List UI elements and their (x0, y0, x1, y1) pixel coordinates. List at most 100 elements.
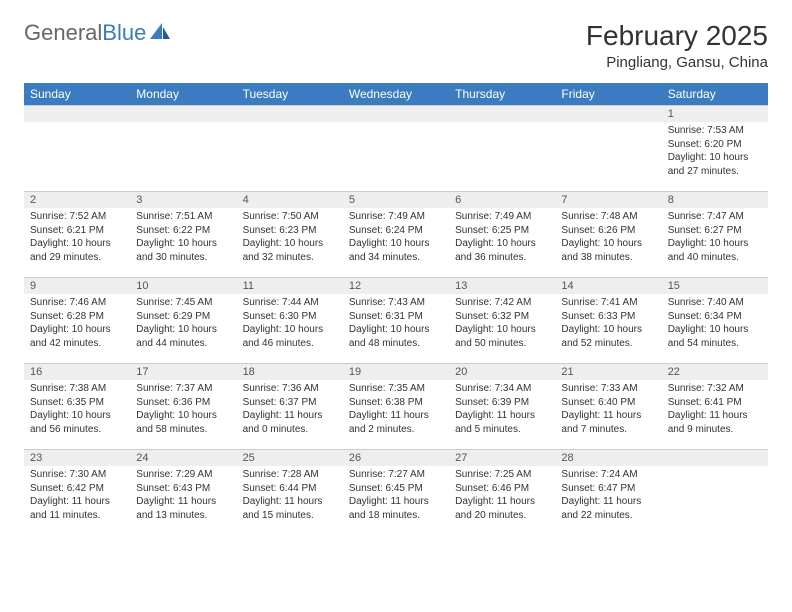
day-details: Sunrise: 7:29 AM Sunset: 6:43 PM Dayligh… (130, 466, 236, 526)
calendar-cell: 18Sunrise: 7:36 AM Sunset: 6:37 PM Dayli… (237, 364, 343, 450)
day-details: Sunrise: 7:47 AM Sunset: 6:27 PM Dayligh… (662, 208, 768, 268)
day-number: 7 (555, 192, 661, 208)
calendar-cell (24, 106, 130, 192)
calendar-table: Sunday Monday Tuesday Wednesday Thursday… (24, 83, 768, 536)
calendar-cell (343, 106, 449, 192)
day-details: Sunrise: 7:51 AM Sunset: 6:22 PM Dayligh… (130, 208, 236, 268)
day-number: 11 (237, 278, 343, 294)
weekday-header: Saturday (662, 83, 768, 106)
calendar-cell: 22Sunrise: 7:32 AM Sunset: 6:41 PM Dayli… (662, 364, 768, 450)
logo-sail-icon (148, 21, 172, 46)
calendar-cell (130, 106, 236, 192)
day-details: Sunrise: 7:28 AM Sunset: 6:44 PM Dayligh… (237, 466, 343, 526)
calendar-body: 1Sunrise: 7:53 AM Sunset: 6:20 PM Daylig… (24, 106, 768, 536)
calendar-row: 1Sunrise: 7:53 AM Sunset: 6:20 PM Daylig… (24, 106, 768, 192)
day-details: Sunrise: 7:49 AM Sunset: 6:24 PM Dayligh… (343, 208, 449, 268)
day-number: 10 (130, 278, 236, 294)
day-details: Sunrise: 7:46 AM Sunset: 6:28 PM Dayligh… (24, 294, 130, 354)
title-block: February 2025 Pingliang, Gansu, China (586, 20, 768, 71)
day-number: 8 (662, 192, 768, 208)
weekday-header: Sunday (24, 83, 130, 106)
day-number: 4 (237, 192, 343, 208)
weekday-header: Friday (555, 83, 661, 106)
day-number: 6 (449, 192, 555, 208)
day-number: 18 (237, 364, 343, 380)
location-text: Pingliang, Gansu, China (586, 54, 768, 71)
weekday-header: Thursday (449, 83, 555, 106)
calendar-cell: 21Sunrise: 7:33 AM Sunset: 6:40 PM Dayli… (555, 364, 661, 450)
day-number-empty (555, 106, 661, 122)
logo-text: GeneralBlue (24, 20, 146, 46)
logo: GeneralBlue (24, 20, 172, 46)
calendar-cell: 27Sunrise: 7:25 AM Sunset: 6:46 PM Dayli… (449, 450, 555, 536)
calendar-cell: 28Sunrise: 7:24 AM Sunset: 6:47 PM Dayli… (555, 450, 661, 536)
calendar-cell: 15Sunrise: 7:40 AM Sunset: 6:34 PM Dayli… (662, 278, 768, 364)
page-header: GeneralBlue February 2025 Pingliang, Gan… (24, 20, 768, 71)
day-details: Sunrise: 7:48 AM Sunset: 6:26 PM Dayligh… (555, 208, 661, 268)
calendar-cell: 9Sunrise: 7:46 AM Sunset: 6:28 PM Daylig… (24, 278, 130, 364)
day-details: Sunrise: 7:34 AM Sunset: 6:39 PM Dayligh… (449, 380, 555, 440)
calendar-cell: 5Sunrise: 7:49 AM Sunset: 6:24 PM Daylig… (343, 192, 449, 278)
calendar-row: 2Sunrise: 7:52 AM Sunset: 6:21 PM Daylig… (24, 192, 768, 278)
day-number: 1 (662, 106, 768, 122)
day-number: 13 (449, 278, 555, 294)
day-number: 21 (555, 364, 661, 380)
day-details: Sunrise: 7:40 AM Sunset: 6:34 PM Dayligh… (662, 294, 768, 354)
calendar-cell: 25Sunrise: 7:28 AM Sunset: 6:44 PM Dayli… (237, 450, 343, 536)
calendar-row: 16Sunrise: 7:38 AM Sunset: 6:35 PM Dayli… (24, 364, 768, 450)
calendar-cell: 20Sunrise: 7:34 AM Sunset: 6:39 PM Dayli… (449, 364, 555, 450)
day-number: 12 (343, 278, 449, 294)
calendar-cell: 1Sunrise: 7:53 AM Sunset: 6:20 PM Daylig… (662, 106, 768, 192)
calendar-cell: 19Sunrise: 7:35 AM Sunset: 6:38 PM Dayli… (343, 364, 449, 450)
calendar-cell: 17Sunrise: 7:37 AM Sunset: 6:36 PM Dayli… (130, 364, 236, 450)
day-number: 20 (449, 364, 555, 380)
day-number: 25 (237, 450, 343, 466)
day-number: 17 (130, 364, 236, 380)
weekday-header: Monday (130, 83, 236, 106)
day-number-empty (449, 106, 555, 122)
day-details: Sunrise: 7:38 AM Sunset: 6:35 PM Dayligh… (24, 380, 130, 440)
day-number-empty (237, 106, 343, 122)
weekday-header-row: Sunday Monday Tuesday Wednesday Thursday… (24, 83, 768, 106)
day-details: Sunrise: 7:44 AM Sunset: 6:30 PM Dayligh… (237, 294, 343, 354)
calendar-cell: 8Sunrise: 7:47 AM Sunset: 6:27 PM Daylig… (662, 192, 768, 278)
calendar-cell: 6Sunrise: 7:49 AM Sunset: 6:25 PM Daylig… (449, 192, 555, 278)
day-details: Sunrise: 7:49 AM Sunset: 6:25 PM Dayligh… (449, 208, 555, 268)
calendar-cell: 16Sunrise: 7:38 AM Sunset: 6:35 PM Dayli… (24, 364, 130, 450)
day-number-empty (130, 106, 236, 122)
calendar-cell (449, 106, 555, 192)
calendar-cell: 14Sunrise: 7:41 AM Sunset: 6:33 PM Dayli… (555, 278, 661, 364)
day-number: 2 (24, 192, 130, 208)
calendar-cell: 2Sunrise: 7:52 AM Sunset: 6:21 PM Daylig… (24, 192, 130, 278)
day-number-empty (662, 450, 768, 466)
calendar-page: GeneralBlue February 2025 Pingliang, Gan… (0, 0, 792, 556)
calendar-cell (662, 450, 768, 536)
day-number-empty (24, 106, 130, 122)
day-details: Sunrise: 7:27 AM Sunset: 6:45 PM Dayligh… (343, 466, 449, 526)
day-details: Sunrise: 7:35 AM Sunset: 6:38 PM Dayligh… (343, 380, 449, 440)
day-number-empty (343, 106, 449, 122)
day-details: Sunrise: 7:43 AM Sunset: 6:31 PM Dayligh… (343, 294, 449, 354)
day-details: Sunrise: 7:36 AM Sunset: 6:37 PM Dayligh… (237, 380, 343, 440)
calendar-cell: 7Sunrise: 7:48 AM Sunset: 6:26 PM Daylig… (555, 192, 661, 278)
day-number: 9 (24, 278, 130, 294)
day-number: 3 (130, 192, 236, 208)
calendar-cell: 23Sunrise: 7:30 AM Sunset: 6:42 PM Dayli… (24, 450, 130, 536)
calendar-cell: 11Sunrise: 7:44 AM Sunset: 6:30 PM Dayli… (237, 278, 343, 364)
day-details: Sunrise: 7:41 AM Sunset: 6:33 PM Dayligh… (555, 294, 661, 354)
calendar-cell: 13Sunrise: 7:42 AM Sunset: 6:32 PM Dayli… (449, 278, 555, 364)
day-details: Sunrise: 7:42 AM Sunset: 6:32 PM Dayligh… (449, 294, 555, 354)
day-number: 14 (555, 278, 661, 294)
day-number: 24 (130, 450, 236, 466)
day-number: 19 (343, 364, 449, 380)
calendar-cell: 4Sunrise: 7:50 AM Sunset: 6:23 PM Daylig… (237, 192, 343, 278)
month-title: February 2025 (586, 20, 768, 52)
day-details: Sunrise: 7:25 AM Sunset: 6:46 PM Dayligh… (449, 466, 555, 526)
logo-text-blue: Blue (102, 20, 146, 45)
day-details: Sunrise: 7:50 AM Sunset: 6:23 PM Dayligh… (237, 208, 343, 268)
calendar-row: 23Sunrise: 7:30 AM Sunset: 6:42 PM Dayli… (24, 450, 768, 536)
weekday-header: Tuesday (237, 83, 343, 106)
day-details: Sunrise: 7:30 AM Sunset: 6:42 PM Dayligh… (24, 466, 130, 526)
day-number: 22 (662, 364, 768, 380)
day-number: 5 (343, 192, 449, 208)
